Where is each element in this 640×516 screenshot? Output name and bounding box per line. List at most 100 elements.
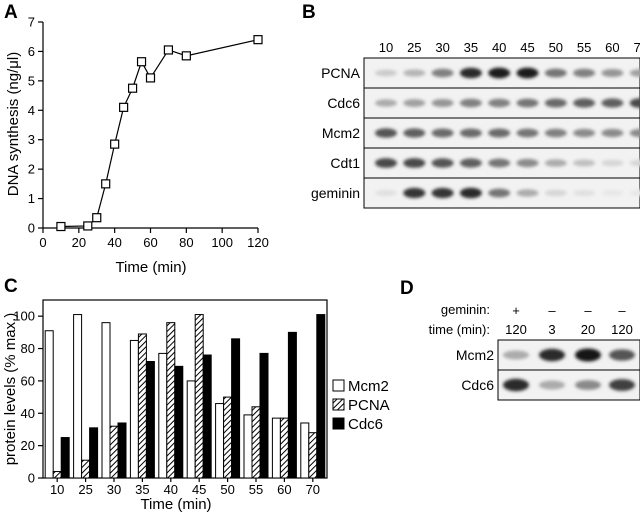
panel-c-legend-swatch (332, 417, 345, 430)
panel-c-bar-mcm2 (300, 422, 310, 479)
panel-b-band (629, 189, 640, 197)
panel-b-band (544, 128, 567, 138)
panel-b-band (459, 187, 482, 199)
panel-c-ytick-label: 0 (28, 471, 35, 486)
panel-c-bar-mcm2 (158, 352, 168, 479)
panel-c-bar-mcm2 (129, 339, 139, 479)
panel-b-band (629, 69, 640, 77)
panel-b-lane-label: 45 (520, 40, 534, 55)
panel-b-band (431, 68, 454, 78)
panel-d-letter: D (400, 278, 414, 299)
panel-c-legend-label: Cdc6 (348, 416, 383, 433)
panel-a-xtick-label: 0 (39, 235, 46, 250)
panel-a-xlabel: Time (min) (115, 259, 186, 276)
panel-b-band (516, 189, 539, 197)
panel-a-ytick-label: 5 (28, 73, 35, 88)
panel-a-ytick-label: 6 (28, 44, 35, 59)
panel-c-ytick-label: 40 (21, 406, 35, 421)
panel-d-row-label: Mcm2 (456, 347, 494, 363)
panel-d-time-value: 120 (611, 322, 633, 337)
panel-b-row-label: Cdc6 (327, 95, 360, 111)
panel-b-band (601, 128, 624, 138)
panel-b-band (629, 98, 640, 108)
panel-a-ytick-label: 7 (28, 15, 35, 30)
panel-c-xtick-label: 55 (249, 482, 263, 497)
panel-c-xtick-label: 30 (107, 482, 121, 497)
panel-c-ytick-label: 100 (13, 309, 35, 324)
panel-c-xtick-label: 35 (135, 482, 149, 497)
panel-a-data-point (145, 73, 156, 83)
panel-b-band (403, 128, 426, 138)
panel-c-bar-mcm2 (215, 403, 225, 479)
panel-b-lane-label: 40 (492, 40, 506, 55)
panel-b-lane-label: 55 (577, 40, 591, 55)
panel-d-row: Mcm2 (456, 339, 640, 371)
panel-b-band (375, 69, 397, 77)
panel-c-bar-pcna (81, 459, 91, 479)
panel-b-band (403, 158, 426, 168)
panel-d-band (503, 350, 529, 360)
panel-b-band (488, 98, 511, 108)
panel-b-lane-label: 60 (605, 40, 619, 55)
panel-c-bar-pcna (109, 425, 119, 479)
panel-c-xtick-label: 10 (50, 482, 64, 497)
panel-c-letter: C (4, 276, 18, 297)
panel-c-bar-pcna (137, 333, 147, 479)
panel-a-ylabel: DNA synthesis (ng/μl) (5, 52, 22, 197)
panel-b-row-label: Cdt1 (330, 155, 360, 171)
panel-d-band (539, 380, 565, 390)
panel-c-bar-cdc6 (287, 331, 297, 479)
panel-c-ytick-label: 20 (21, 438, 35, 453)
panel-a-ytick-label: 3 (28, 132, 35, 147)
panel-b-lane-label: 10 (379, 40, 393, 55)
panel-d-band (503, 378, 529, 392)
panel-d-western-blot: geminin: time (min): +120 – 3 – 20 – 120 Mcm2 C… (429, 302, 640, 401)
panel-c-legend-swatch (332, 379, 345, 392)
panel-b-band (375, 158, 397, 168)
panel-b-band (403, 187, 426, 199)
panel-c-bar-cdc6 (202, 354, 212, 479)
panel-c-ylabel: protein levels (% max.) (2, 313, 19, 466)
panel-c-bar-cdc6 (60, 437, 70, 479)
panel-b-band (488, 128, 511, 138)
panel-b-band (431, 158, 454, 168)
panel-a-data-point (127, 83, 138, 93)
panel-b-band (375, 99, 397, 107)
panel-c-bar-cdc6 (145, 360, 155, 479)
panel-a-data-point (56, 221, 66, 232)
panel-a-line-chart: Time (min) DNA synthesis (ng/μl) 0 1 2 3 4 5 6… (5, 15, 269, 277)
panel-b-row: geminin (311, 177, 640, 209)
panel-a-data-point (119, 102, 129, 112)
panel-c-bar-pcna (166, 322, 176, 479)
panel-d-geminin-value: + (512, 303, 520, 318)
panel-c-bar-pcna (223, 396, 233, 479)
panel-b-band (459, 67, 482, 79)
panel-b-band (544, 189, 567, 197)
panel-a-series-line (60, 39, 259, 228)
panel-a-data-point (181, 51, 191, 61)
panel-c-xtick-label: 25 (78, 482, 92, 497)
panel-c-bar-pcna (308, 432, 318, 479)
panel-c-bar-pcna (52, 471, 62, 479)
panel-a-xtick-label: 100 (211, 235, 233, 250)
panel-b-band (516, 98, 539, 108)
panel-b-band (488, 67, 511, 79)
panel-b-band (431, 128, 454, 138)
panel-d-band (575, 380, 601, 390)
panel-b-band (629, 159, 640, 167)
panel-a-data-point (83, 221, 93, 231)
panel-d-row-label: Cdc6 (461, 377, 494, 393)
panel-b-lane-label: 30 (435, 40, 449, 55)
panel-d-time-value: 120 (505, 322, 527, 337)
panel-c-xtick-label: 40 (164, 482, 178, 497)
panel-b-row: Cdc6 (327, 87, 640, 119)
panel-b-band (573, 68, 596, 78)
panel-b-band (516, 158, 539, 168)
panel-b-band (459, 128, 482, 138)
panel-b-band (488, 158, 511, 168)
panel-a-xtick-label: 60 (143, 235, 157, 250)
panel-a-letter: A (4, 2, 18, 23)
panel-c-xlabel: Time (min) (140, 496, 211, 513)
panel-b-band (629, 128, 640, 138)
panel-c-bar-cdc6 (174, 365, 184, 479)
